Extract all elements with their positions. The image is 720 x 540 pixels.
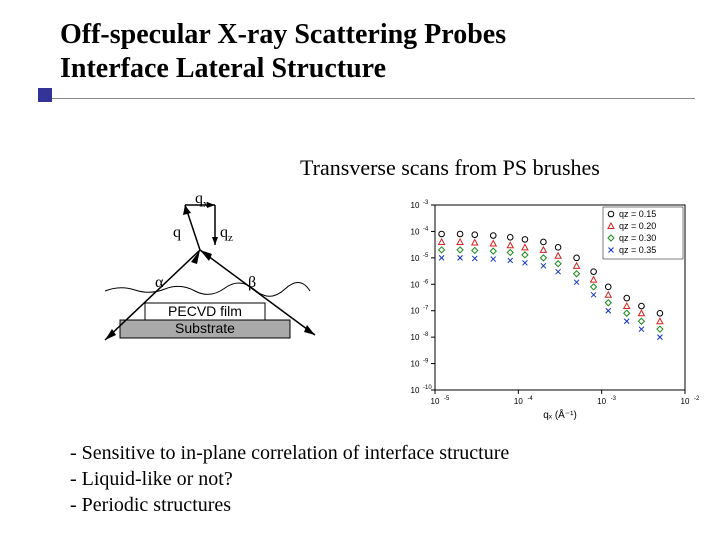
- svg-text:10: 10: [411, 201, 420, 210]
- q-arrowhead: [183, 205, 191, 215]
- title-line-2: Interface Lateral Structure: [60, 52, 690, 86]
- scattered-arrowhead-1: [304, 325, 315, 335]
- subtitle: Transverse scans from PS brushes: [300, 155, 600, 181]
- substrate-label: Substrate: [175, 320, 235, 336]
- svg-text:10: 10: [411, 280, 420, 289]
- title-line-1: Off-specular X-ray Scattering Probes: [60, 18, 690, 52]
- svg-text:10: 10: [411, 386, 420, 395]
- svg-text:qₓ (Å⁻¹): qₓ (Å⁻¹): [543, 408, 577, 421]
- svg-text:qz = 0.35: qz = 0.35: [619, 245, 656, 255]
- svg-text:-7: -7: [423, 306, 429, 312]
- q-label: q: [173, 224, 181, 241]
- svg-text:-4: -4: [527, 396, 533, 402]
- svg-text:10: 10: [411, 254, 420, 263]
- svg-text:-6: -6: [423, 279, 429, 285]
- accent-square-icon: [38, 88, 52, 102]
- svg-text:qz = 0.30: qz = 0.30: [619, 233, 656, 243]
- scattered-arrowhead-2: [200, 250, 212, 261]
- scattering-diagram: Substrate PECVD film qx q qz α β: [60, 195, 360, 375]
- svg-text:-5: -5: [423, 253, 429, 259]
- qz-label: qz: [220, 224, 233, 244]
- svg-text:-9: -9: [423, 359, 429, 365]
- svg-text:-5: -5: [444, 396, 450, 402]
- svg-text:qz = 0.20: qz = 0.20: [619, 221, 656, 231]
- svg-text:10: 10: [514, 397, 523, 406]
- svg-text:10: 10: [411, 227, 420, 236]
- alpha-label: α: [155, 274, 164, 291]
- scatter-chart: 10-510-410-310-210-1010-910-810-710-610-…: [390, 195, 700, 425]
- svg-text:10: 10: [411, 333, 420, 342]
- qz-arrowhead: [212, 237, 218, 245]
- beta-label: β: [248, 274, 256, 291]
- svg-text:10: 10: [411, 307, 420, 316]
- svg-text:-3: -3: [611, 396, 617, 402]
- svg-text:10: 10: [411, 360, 420, 369]
- bullet-3: - Periodic structures: [70, 492, 509, 518]
- svg-text:-8: -8: [423, 332, 429, 338]
- svg-text:-2: -2: [694, 396, 700, 402]
- svg-text:-4: -4: [423, 226, 429, 232]
- bullet-1: - Sensitive to in-plane correlation of i…: [70, 440, 509, 466]
- svg-text:10: 10: [597, 397, 606, 406]
- bullet-list: - Sensitive to in-plane correlation of i…: [70, 440, 509, 518]
- rough-surface-line: [105, 282, 310, 296]
- bullet-2: - Liquid-like or not?: [70, 466, 509, 492]
- title-underline: [52, 98, 695, 99]
- svg-text:10: 10: [431, 397, 440, 406]
- svg-text:qz = 0.15: qz = 0.15: [619, 209, 656, 219]
- svg-text:-3: -3: [423, 200, 429, 206]
- slide-title: Off-specular X-ray Scattering Probes Int…: [60, 18, 690, 85]
- film-label: PECVD film: [168, 303, 242, 319]
- svg-text:10: 10: [681, 397, 690, 406]
- svg-text:-10: -10: [423, 385, 432, 391]
- qx-label: qx: [195, 195, 209, 210]
